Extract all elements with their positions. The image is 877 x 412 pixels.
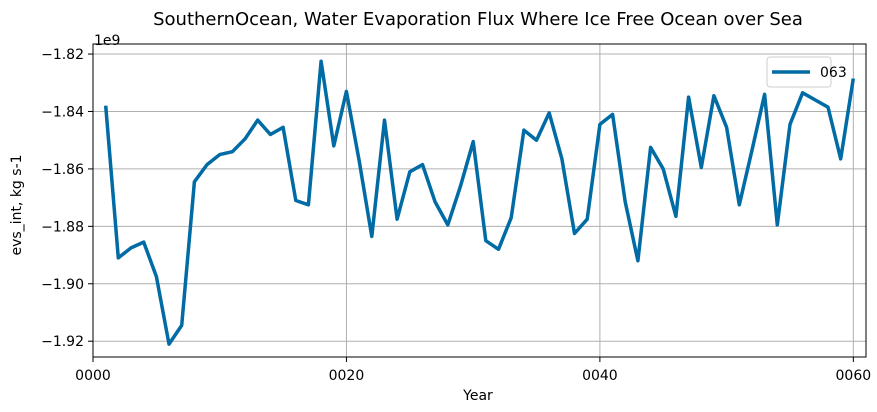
y-tick-label: −1.90 [41,277,84,293]
series-line [103,59,856,346]
grid-lines [92,44,866,357]
x-tick-label: 0020 [329,368,365,384]
y-offset-label: 1e9 [94,33,120,49]
x-tick-label: 0000 [75,368,111,384]
chart-title: SouthernOcean, Water Evaporation Flux Wh… [153,9,803,30]
y-tick-label: −1.82 [41,47,84,63]
y-tick-label: −1.84 [41,104,84,120]
x-axis-label: Year [462,388,493,404]
x-tick-label: 0040 [582,368,618,384]
y-tick-label: −1.86 [41,162,84,178]
axis-ticks: 0000 0020 0040 0060 −1.92 −1.90 −1.88 −1.86 −1.8… [41,47,871,384]
series-lines [103,59,856,346]
legend: 063 [766,56,847,88]
legend-label: 063 [820,65,847,81]
x-tick-label: 0060 [836,368,872,384]
y-tick-label: −1.88 [41,219,84,235]
plot-frame [92,43,867,358]
y-axis-label: evs_int, kg s-1 [9,154,25,255]
y-tick-label: −1.92 [41,334,84,350]
